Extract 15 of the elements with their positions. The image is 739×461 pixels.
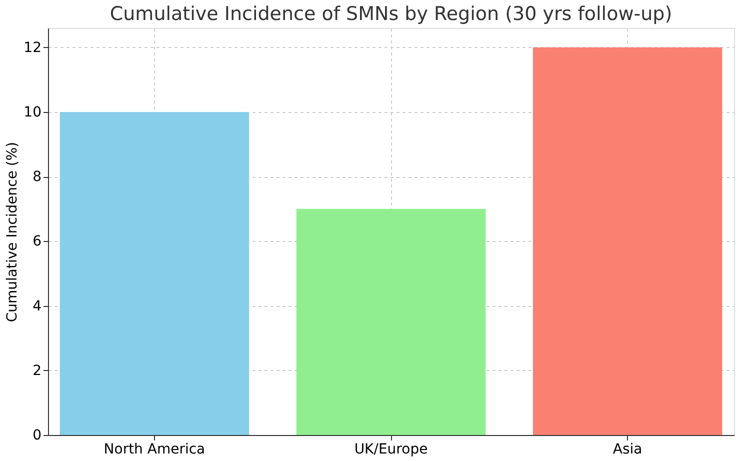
- y-tick-label: 6: [32, 234, 42, 250]
- bar: [60, 112, 250, 435]
- bar: [532, 47, 722, 435]
- x-tick-label: North America: [104, 442, 206, 458]
- chart-title: Cumulative Incidence of SMNs by Region (30 yrs follow-up): [110, 3, 672, 25]
- y-tick-label: 12: [24, 40, 42, 56]
- x-tick-label: Asia: [612, 442, 642, 458]
- y-axis-title: Cumulative Incidence (%): [4, 142, 21, 322]
- y-tick-label: 0: [32, 428, 42, 444]
- bar: [296, 208, 486, 435]
- x-tick-label: UK/Europe: [354, 442, 428, 458]
- y-tick-label: 10: [24, 104, 42, 120]
- y-tick-label: 8: [32, 169, 42, 186]
- y-tick-label: 4: [32, 298, 42, 314]
- y-tick-label: 2: [32, 362, 42, 379]
